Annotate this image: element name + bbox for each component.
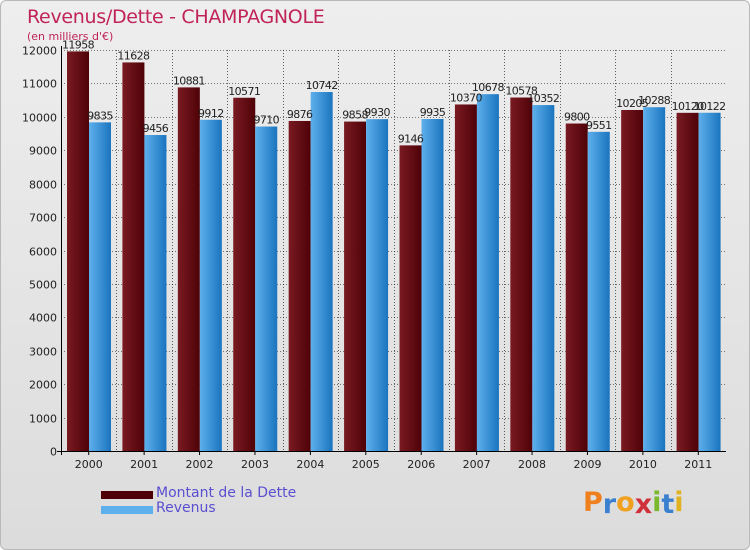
data-label-revenue: 9551 <box>586 119 612 132</box>
bar-revenue <box>89 122 111 452</box>
data-label-revenue: 10742 <box>306 79 338 92</box>
bar-debt <box>399 145 422 452</box>
bar-revenue <box>421 119 444 451</box>
legend-swatch-revenue <box>101 506 153 514</box>
bar-debt <box>67 51 89 451</box>
data-label-debt: 10578 <box>505 85 538 98</box>
x-tick-label: 2001 <box>130 458 158 471</box>
x-tick-label: 2007 <box>463 458 491 471</box>
grid-lines <box>61 50 726 452</box>
data-label-debt: 10120 <box>672 100 705 113</box>
y-tick-label: 12000 <box>22 45 57 58</box>
data-label-revenue: 9456 <box>143 122 169 135</box>
y-tick-label: 9000 <box>29 145 57 158</box>
y-tick-label: 6000 <box>29 246 57 259</box>
legend-label-revenue: Revenus <box>156 500 216 516</box>
proxiti-logo: Proxiti <box>583 487 684 520</box>
logo-letter: i <box>652 487 662 518</box>
y-tick-label: 4000 <box>29 312 57 325</box>
logo-letter: o <box>616 487 635 518</box>
data-label-revenue: 10122 <box>694 100 726 113</box>
bar-revenue <box>255 126 278 451</box>
data-label-revenue: 9930 <box>364 106 390 119</box>
y-tick-label: 5000 <box>29 279 57 292</box>
bar-revenue <box>532 105 555 451</box>
bars <box>67 51 721 452</box>
bar-debt <box>288 120 311 452</box>
data-label-debt: 10571 <box>228 85 260 98</box>
y-tick-label: 7000 <box>29 212 57 225</box>
bar-revenue <box>587 131 610 452</box>
bar-revenue <box>310 92 333 451</box>
bar-debt <box>621 109 644 452</box>
x-tick-label: 2005 <box>352 458 380 471</box>
logo-letter: x <box>634 489 653 520</box>
x-tick-label: 2004 <box>296 458 324 471</box>
bar-debt <box>233 97 256 452</box>
bar-debt <box>344 121 367 452</box>
logo-letter: r <box>602 489 617 520</box>
x-tick-label: 2011 <box>684 458 712 471</box>
x-tick-label: 2002 <box>186 458 214 471</box>
bar-revenue <box>698 112 721 451</box>
data-label-revenue: 10352 <box>527 92 559 105</box>
x-tick-label: 2003 <box>241 458 269 471</box>
data-label-revenue: 9710 <box>253 114 279 127</box>
bar-debt <box>510 97 533 452</box>
data-label-debt: 9876 <box>287 108 313 121</box>
y-tick-label: 1000 <box>29 413 57 426</box>
data-label-revenue: 9912 <box>198 107 224 120</box>
bar-revenue <box>476 94 499 452</box>
data-label-debt: 9858 <box>342 109 368 122</box>
bar-revenue <box>643 107 666 451</box>
data-label-debt: 10205 <box>616 97 649 110</box>
data-label-debt: 10370 <box>450 91 483 104</box>
labels: 0 1000 2000 3000 4000 5000 6000 7000 8000 9000 100… <box>22 38 726 471</box>
x-tick-label: 2010 <box>629 458 657 471</box>
logo-letter: i <box>674 487 684 518</box>
y-tick-label: 0 <box>50 446 57 459</box>
data-label-debt: 9800 <box>564 111 590 124</box>
data-label-debt: 11628 <box>117 49 150 62</box>
x-tick-label: 2006 <box>407 458 435 471</box>
x-tick-label: 2008 <box>518 458 546 471</box>
chart-subtitle: (en milliers d'€) <box>27 30 114 43</box>
bar-debt <box>676 112 699 451</box>
data-label-revenue: 9835 <box>87 109 113 122</box>
chart-title: Revenus/Dette - CHAMPAGNOLE <box>27 6 325 28</box>
bar-revenue <box>199 119 222 452</box>
x-tick-label: 2009 <box>573 458 601 471</box>
logo-letter: t <box>661 489 675 520</box>
bar-debt <box>122 62 145 451</box>
axes <box>57 46 726 455</box>
logo-letter: P <box>583 487 603 518</box>
bar-debt <box>454 104 477 451</box>
y-tick-label: 11000 <box>22 78 57 91</box>
data-label-revenue: 9935 <box>420 106 446 119</box>
data-label-revenue: 10288 <box>638 94 671 107</box>
bar-debt <box>565 123 588 452</box>
y-tick-label: 2000 <box>29 379 57 392</box>
x-tick-label: 2000 <box>75 458 103 471</box>
data-label-debt: 9146 <box>398 132 424 145</box>
data-label-revenue: 10678 <box>472 81 505 94</box>
data-label-debt: 10881 <box>173 74 205 87</box>
bar-revenue <box>144 135 167 451</box>
legend-swatch-debt <box>101 491 153 499</box>
y-tick-label: 8000 <box>29 179 57 192</box>
data-label-debt: 11958 <box>62 38 95 51</box>
bar-revenue <box>366 119 389 452</box>
bar-debt <box>177 87 200 451</box>
y-tick-label: 10000 <box>22 112 57 125</box>
legend-label-debt: Montant de la Dette <box>156 485 297 501</box>
y-tick-label: 3000 <box>29 346 57 359</box>
